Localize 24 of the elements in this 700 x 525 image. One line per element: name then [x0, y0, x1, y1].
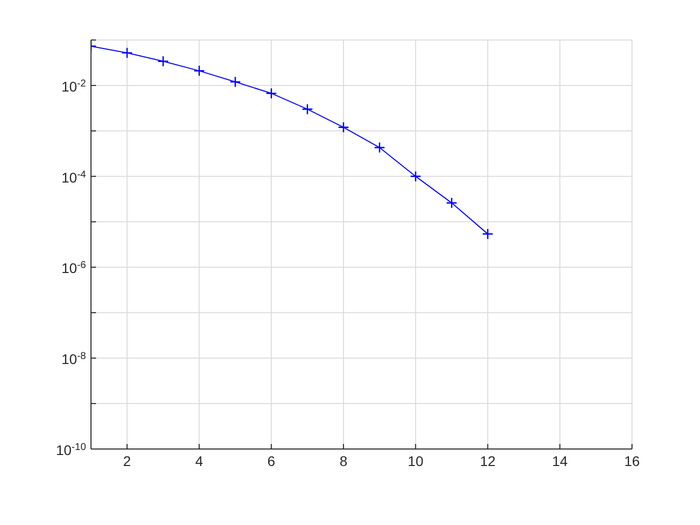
- x-tick-label: 8: [340, 453, 348, 469]
- x-tick-label: 4: [195, 453, 204, 469]
- x-tick-label: 2: [123, 453, 132, 469]
- y-tick-label: 10$^{-4}$: [62, 168, 86, 186]
- y-tick-label: 10$^{-10}$: [56, 442, 86, 458]
- point: [446, 197, 458, 209]
- x-tick-label: 10: [408, 453, 424, 469]
- x-tick-label: 16: [624, 453, 640, 469]
- point: [230, 76, 241, 88]
- x-tick-label: 12: [480, 453, 496, 469]
- x-tick-label: 14: [552, 453, 568, 469]
- y-tick-label: 10$^{-8}$: [62, 350, 86, 368]
- point: [374, 142, 386, 154]
- point: [121, 47, 133, 59]
- point: [302, 104, 314, 115]
- point: [338, 122, 350, 133]
- point: [194, 65, 205, 76]
- x-tick-label: 6: [267, 453, 276, 469]
- point: [157, 56, 169, 67]
- y-tick-label: 10$^{-6}$: [62, 260, 86, 276]
- point: [266, 88, 277, 99]
- point: [410, 170, 422, 182]
- y-tick-label: 10$^{-2}$: [62, 78, 86, 94]
- point: [482, 228, 494, 240]
